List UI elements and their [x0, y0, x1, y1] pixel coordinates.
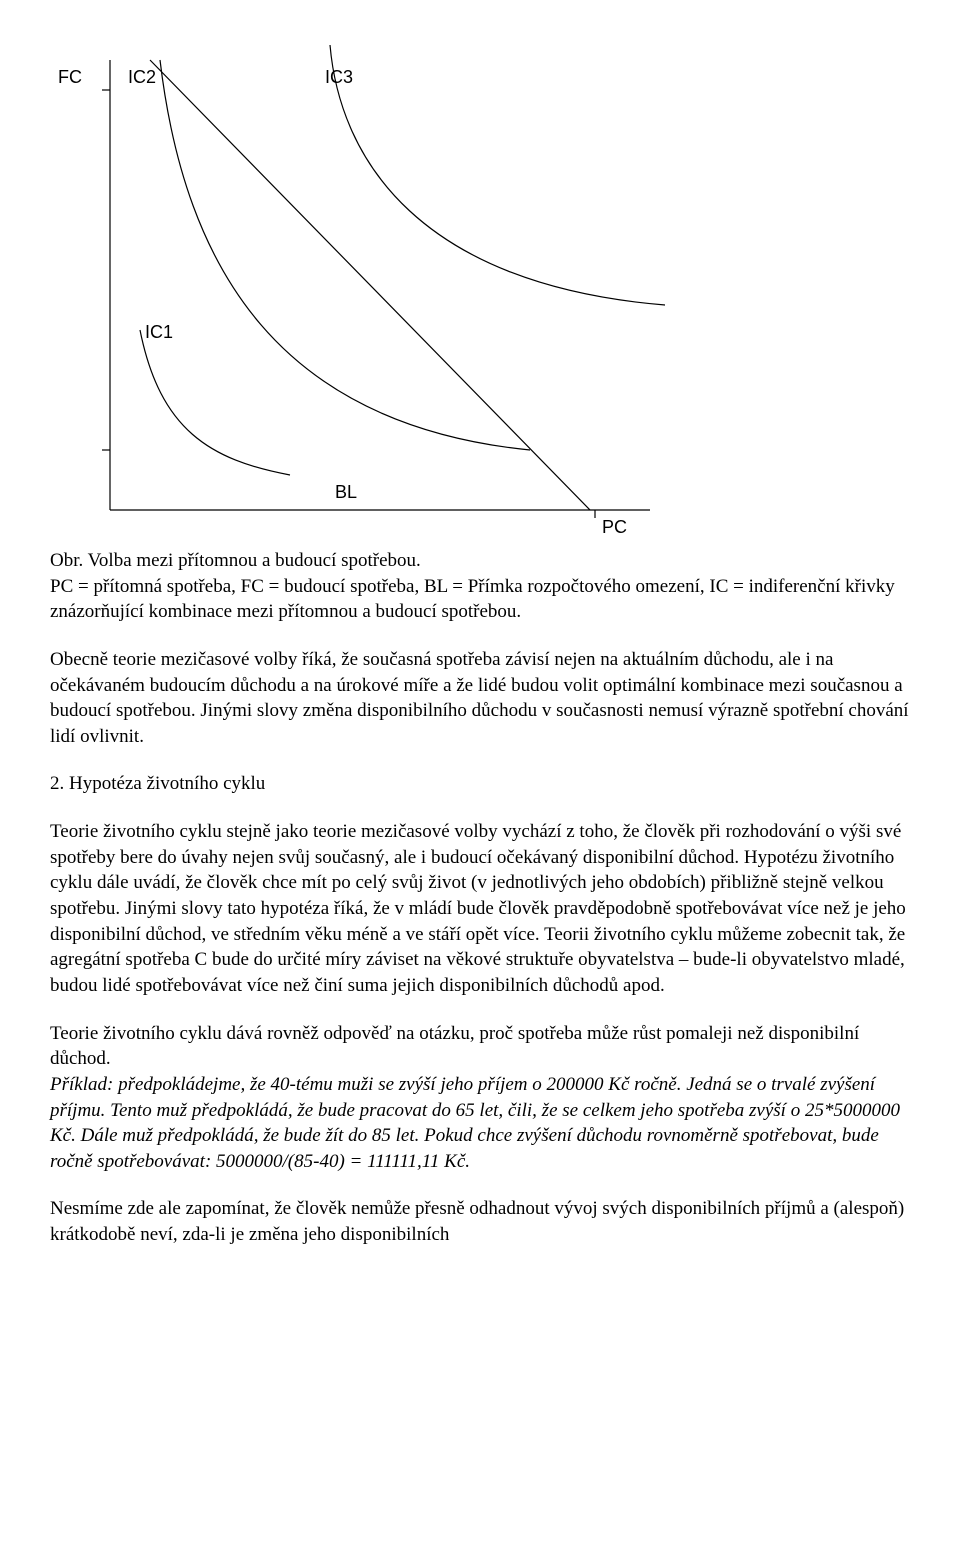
label-fc: FC: [58, 65, 82, 89]
label-bl: BL: [335, 480, 357, 504]
chart-svg: [50, 40, 690, 540]
paragraph-life-cycle-1: Teorie životního cyklu stejně jako teori…: [50, 819, 910, 998]
figure-caption: Obr. Volba mezi přítomnou a budoucí spot…: [50, 548, 910, 625]
caption-line2: PC = přítomná spotřeba, FC = budoucí spo…: [50, 576, 895, 623]
intertemporal-choice-chart: FC IC2 IC3 IC1 BL PC: [50, 40, 690, 540]
label-ic1: IC1: [145, 320, 173, 344]
label-ic2: IC2: [128, 65, 156, 89]
paragraph-life-cycle-2a: Teorie životního cyklu dává rovněž odpov…: [50, 1021, 910, 1072]
heading-life-cycle: 2. Hypotéza životního cyklu: [50, 771, 910, 797]
label-ic3: IC3: [325, 65, 353, 89]
paragraph-example: Příklad: předpokládejme, že 40-tému muži…: [50, 1072, 910, 1175]
caption-line1: Obr. Volba mezi přítomnou a budoucí spot…: [50, 550, 421, 571]
paragraph-cutoff: Nesmíme zde ale zapomínat, že člověk nem…: [50, 1196, 910, 1247]
label-pc: PC: [602, 515, 627, 539]
paragraph-intertemporal-theory: Obecně teorie mezičasové volby říká, že …: [50, 647, 910, 750]
